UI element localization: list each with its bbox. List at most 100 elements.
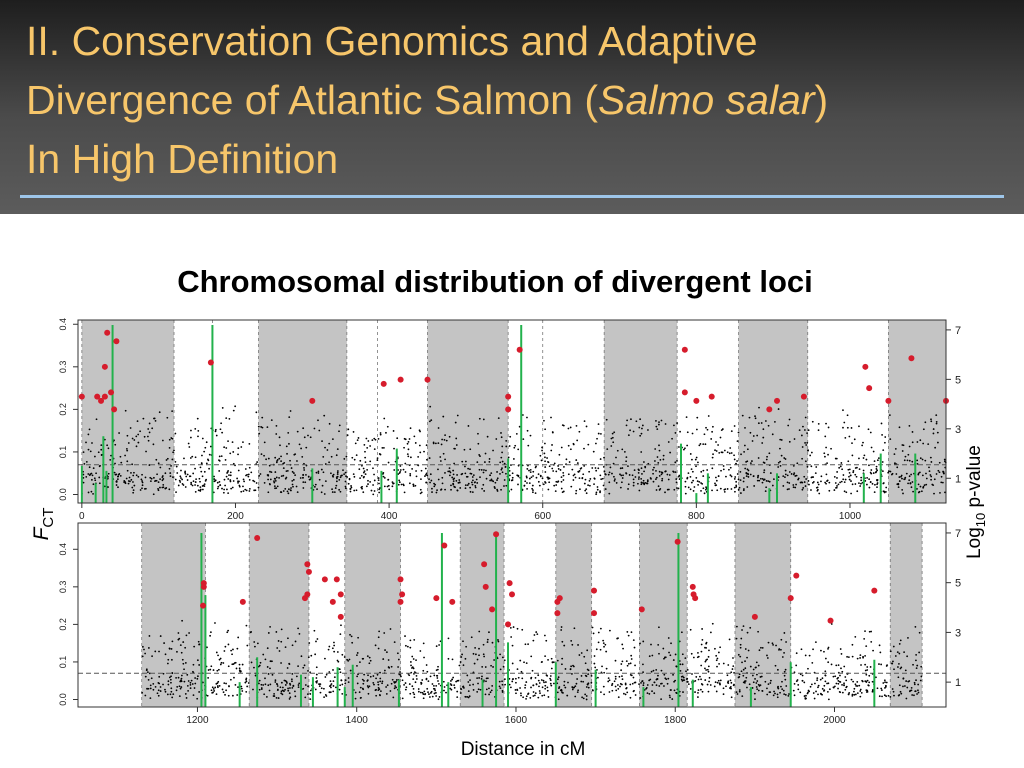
snp-point [714,681,717,684]
snp-point [658,474,661,477]
snp-point [467,690,470,693]
snp-point [486,638,489,641]
outlier-point [516,346,523,353]
snp-point [127,480,130,482]
snp-point [727,680,730,683]
snp-point [315,640,317,643]
snp-point [839,648,842,650]
snp-point [275,631,278,633]
snp-point [287,637,289,640]
snp-point [273,485,276,488]
snp-point [175,465,178,468]
snp-point [865,483,868,486]
snp-point [737,478,740,481]
snp-point [778,648,781,650]
snp-point [583,465,586,467]
snp-point [672,471,675,473]
snp-point [594,666,597,669]
snp-point [426,474,429,477]
snp-point [305,446,308,449]
snp-point [784,469,787,472]
snp-point [345,455,348,458]
snp-point [357,636,360,639]
snp-point [384,649,386,651]
snp-point [814,682,816,685]
snp-point [902,677,905,680]
snp-point [591,467,594,469]
snp-point [691,673,693,675]
snp-point [248,490,251,492]
snp-point [596,488,599,491]
snp-point [903,685,906,687]
snp-point [362,682,365,685]
snp-point [866,477,869,479]
snp-point [291,672,294,675]
snp-point [691,470,694,473]
snp-point [671,698,674,700]
snp-point [860,664,862,666]
snp-point [453,462,456,465]
snp-point [803,481,806,483]
snp-point [780,454,783,457]
snp-point [698,480,701,483]
snp-point [601,477,604,480]
snp-point [746,656,748,659]
snp-point [284,684,287,686]
snp-point [201,488,204,491]
snp-point [848,435,851,438]
snp-point [489,479,492,482]
snp-point [141,691,144,694]
snp-point [404,688,407,691]
snp-point [275,476,278,479]
snp-point [332,690,335,693]
y-right-tick-label: 7 [955,325,961,337]
snp-point [229,480,232,483]
snp-point [439,460,442,462]
snp-point [431,491,433,493]
snp-point [544,481,547,484]
snp-point [133,471,135,474]
snp-point [429,481,431,484]
snp-point [392,482,394,485]
snp-point [674,653,677,656]
snp-point [462,685,465,688]
snp-point [677,487,680,490]
snp-point [390,682,393,685]
snp-point [756,680,759,682]
snp-point [856,692,859,695]
snp-point [670,642,672,645]
snp-point [586,649,589,652]
snp-point [629,683,632,686]
snp-point [587,443,590,446]
snp-point [837,664,840,667]
snp-point [347,482,350,485]
snp-point [851,442,853,445]
snp-point [677,475,680,478]
snp-point [292,485,294,488]
snp-point [864,663,867,666]
snp-point [700,482,702,484]
snp-point [796,462,799,465]
snp-point [415,678,418,680]
snp-point [162,486,165,489]
snp-point [409,692,412,695]
snp-point [780,439,783,441]
snp-point [646,480,649,483]
snp-point [897,676,900,679]
snp-point [625,460,628,463]
snp-point [450,688,453,691]
snp-point [564,668,567,670]
snp-point [537,679,540,682]
snp-point [405,686,408,689]
snp-point [848,468,851,471]
snp-point [170,464,172,467]
snp-point [546,689,549,692]
snp-point [483,461,486,463]
snp-point [639,697,642,699]
snp-point [870,446,873,449]
snp-point [394,685,397,687]
snp-point [774,664,777,667]
snp-point [296,430,299,433]
snp-point [386,485,389,488]
snp-point [549,679,552,682]
